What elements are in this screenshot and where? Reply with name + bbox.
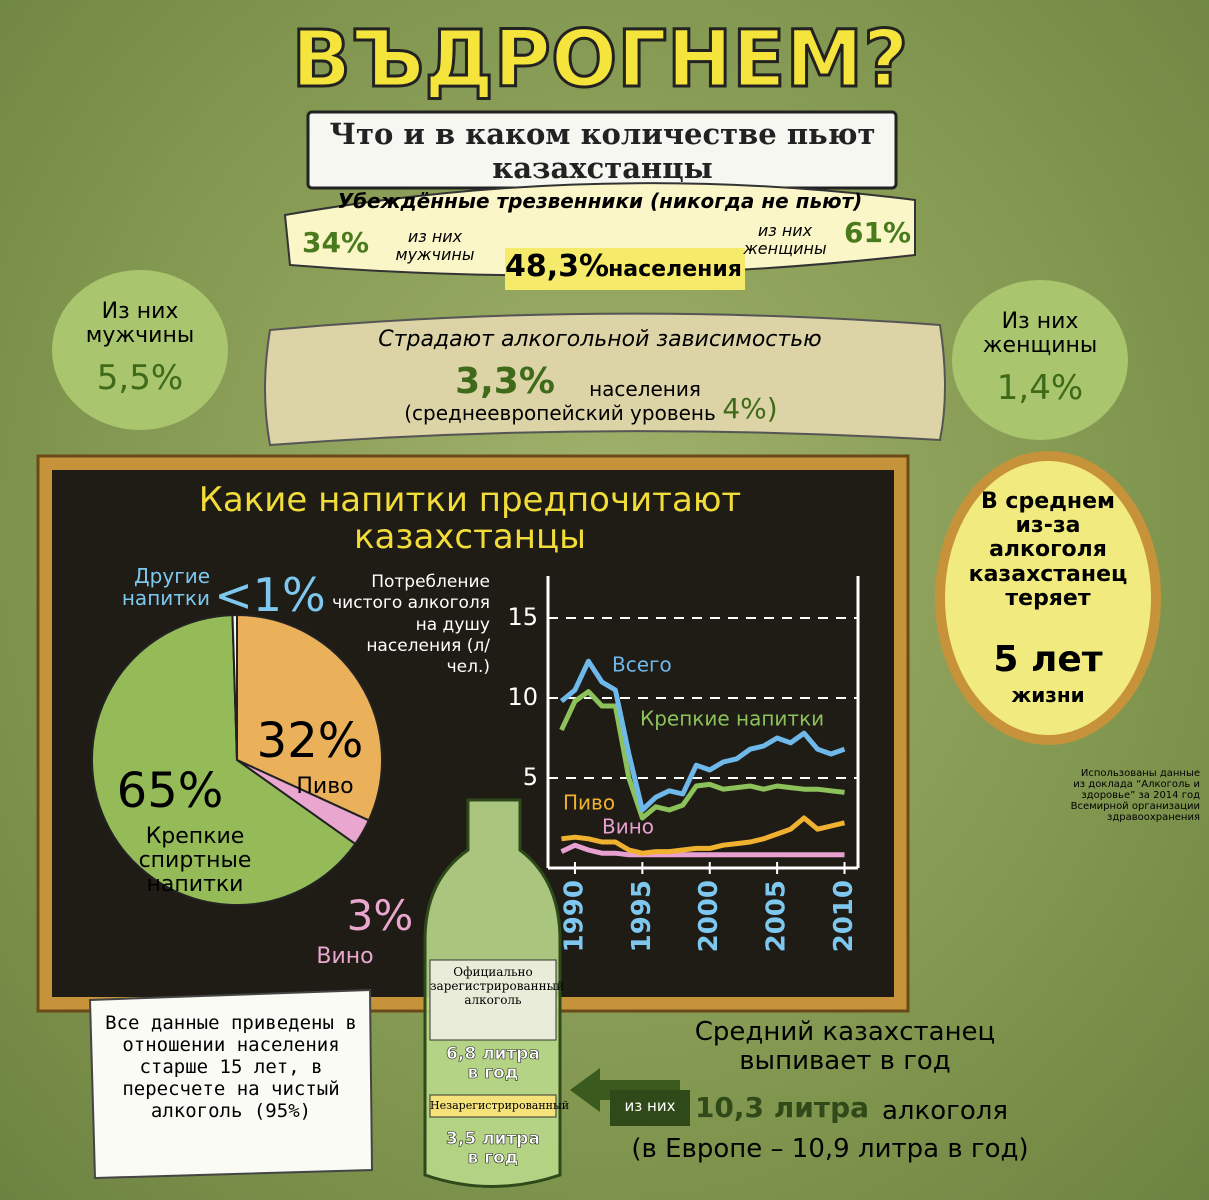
total-label: населения [608,257,742,282]
pie-category: Другие напитки [121,564,210,610]
y-tick-label: 10 [507,683,538,711]
line-ylabel: Потребление чистого алкоголя на душу нас… [332,572,490,677]
total: 48,3% [505,249,610,284]
dep-value-label: населения [589,377,701,401]
dep-women-value: 1,4% [996,368,1084,408]
men-value: 34% [301,226,370,259]
note: Все данные приведены в отношении населен… [105,1012,357,1122]
pie-slice [231,613,238,761]
pie-category: Крепкие спиртные напитки [138,824,252,898]
dep-europe: (среднеевропейский уровень [404,401,716,425]
series-label: Пиво [563,791,615,815]
dep-men-value: 5,5% [96,358,184,398]
bottle-unregistered: Незарегистрированный [430,1099,570,1112]
dep-value: 3,3% [455,361,555,402]
series-label: Всего [612,653,672,677]
dep-women-label: Из них женщины [982,309,1098,359]
average-europe: (в Европе – 10,9 литра в год) [631,1134,1029,1164]
series-label: Вино [602,815,654,839]
men-circle [52,270,228,430]
banner [283,182,916,277]
title: ВЪДРОГНЕМ? [290,15,910,105]
dep-men-label: Из них мужчины [85,299,195,349]
life-value: 5 лет [993,639,1103,680]
pie-slice [236,613,383,822]
source: Использованы данные из доклада “Алкоголь… [1070,768,1200,823]
note-paper [88,988,374,1180]
prefix-box [610,1090,690,1126]
men-label: из них мужчины [395,227,475,264]
scroll [264,312,946,447]
pie-value-label: <1% [214,568,326,622]
pie-category: Пиво [296,774,354,799]
sober-title: Убеждённые трезвенники (никогда не пьют) [337,189,863,213]
average-title: Средний казахстанец выпивает в год [694,1017,996,1076]
x-tick-label: 2005 [762,880,792,952]
subtitle: Что и в каком количестве пьют казахстанц… [329,117,876,185]
women-value: 61% [843,216,912,249]
line-series [559,658,846,813]
y-tick-label: 5 [523,763,538,791]
line-series [559,689,845,821]
x-tick-label: 2010 [829,880,859,952]
pie-value-label: 65% [116,763,224,819]
bottle-registered-value: 6,8 литра в год [446,1044,540,1083]
bottle-unregistered-value: 3,5 литра в год [446,1129,540,1168]
dep-title: Страдают алкогольной зависимостью [378,327,822,352]
line-series [560,842,845,858]
pie-value-label: 32% [256,713,364,769]
y-tick-label: 15 [507,603,538,631]
bottle-registered: Официально зарегистрированный алкоголь [430,965,565,1007]
x-tick-label: 2000 [694,880,724,952]
average-label: алкоголя [882,1096,1008,1126]
average-prefix: из них [624,1097,676,1115]
bottle-label [429,959,557,1041]
series-label: Крепкие напитки [640,707,824,731]
average-value: 10,3 литра [694,1091,870,1124]
banner-highlight [505,248,745,290]
pie-slice [91,614,357,906]
women-circle [952,280,1128,440]
life-text: В среднем из-за алкоголя казахстанец тер… [968,489,1128,611]
x-tick-label: 1990 [559,880,589,952]
life-label: жизни [1011,683,1085,707]
x-tick-label: 1995 [627,880,657,952]
dep-europe-value: 4%) [722,392,778,425]
pie-value-label: 3% [346,891,414,940]
line-series [561,815,846,856]
bottle-label-2 [429,1094,557,1118]
pie-title: Какие напитки предпочитают казахстанцы [198,480,742,558]
life-oval [935,451,1161,745]
pie-category: Вино [316,944,374,969]
women-label: из них женщины [743,221,827,258]
